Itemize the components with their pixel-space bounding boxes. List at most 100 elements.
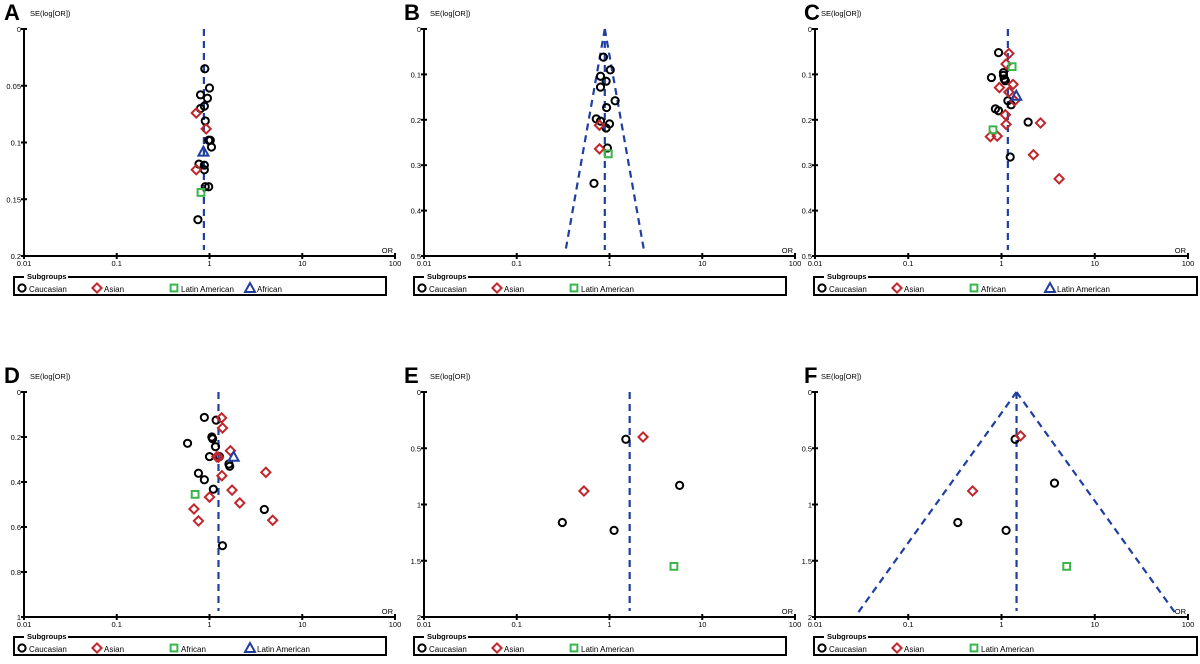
data-point-caucasian [557, 517, 567, 528]
y-tick-label: 0.1 [411, 70, 421, 79]
data-point-asian [1027, 148, 1040, 161]
data-point-caucasian [210, 442, 221, 452]
data-point-caucasian [200, 116, 210, 126]
legend-label: Latin American [257, 645, 310, 654]
y-tick-label: 0.8 [11, 568, 21, 577]
data-point-asian [1053, 172, 1066, 185]
data-point-caucasian [206, 142, 217, 152]
data-point-asian [215, 469, 228, 482]
data-point-caucasian [601, 102, 612, 113]
data-point-asian [1002, 47, 1015, 60]
y-tick-label: 0.2 [802, 116, 812, 125]
x-tick-label: 10 [298, 620, 306, 629]
legend-box [413, 276, 787, 296]
data-point-caucasian [621, 434, 631, 444]
data-point-african [190, 489, 200, 499]
data-point-asian [233, 496, 246, 509]
data-point-asian [1007, 78, 1020, 91]
legend-label: Asian [104, 285, 124, 294]
data-point-caucasian [1000, 76, 1010, 86]
y-tick-label: 0.2 [11, 433, 21, 442]
data-point-asian [212, 451, 225, 464]
asian-legend-icon [890, 281, 904, 295]
data-point-asian [259, 466, 272, 479]
data-point-caucasian [193, 215, 203, 225]
y-axis-label: SE(log[OR]) [30, 9, 71, 18]
funnel-limit-left [856, 391, 1018, 614]
y-tick-label: 0 [17, 388, 21, 397]
data-point-caucasian [204, 83, 215, 93]
x-tick-label: 10 [1091, 259, 1099, 268]
panel-label: A [4, 0, 20, 25]
data-point-asian [190, 163, 203, 176]
legend-title-bg [24, 632, 68, 640]
data-point-latin-american [1009, 88, 1023, 101]
legend: Subgroups Caucasian Asian Latin American [413, 272, 787, 296]
x-axis-label: OR [782, 246, 794, 255]
data-point-caucasian [986, 72, 997, 83]
y-tick-label: 0.15 [6, 195, 21, 204]
x-tick-label: 1 [999, 259, 1003, 268]
x-tick-label: 100 [389, 259, 402, 268]
x-axis-label: OR [1175, 246, 1187, 255]
latin-american-legend-icon [169, 283, 179, 293]
y-tick-label: 0.2 [411, 116, 421, 125]
legend-label: African [257, 285, 282, 294]
legend-label: African [981, 285, 1006, 294]
panel-label: E [404, 363, 419, 388]
data-point-caucasian [609, 525, 619, 535]
y-tick-label: 0 [808, 388, 812, 397]
y-tick-label: 0.5 [411, 444, 421, 453]
data-point-asian [1002, 86, 1015, 99]
legend: Subgroups Caucasian Asian Latin American [413, 632, 787, 656]
data-point-caucasian [675, 480, 685, 490]
legend-box [813, 276, 1198, 296]
caucasian-legend-icon [17, 283, 27, 293]
panel-c: C SE(log[OR]) OR 0.01 0.1 1 10 100 0 0.1 0.2 0.3 0.4… [802, 0, 1198, 296]
data-point-asian [637, 430, 650, 444]
legend-label: Caucasian [429, 285, 467, 294]
data-point-african [988, 125, 998, 135]
caucasian-legend-icon [417, 643, 427, 653]
y-tick-label: 0.2 [11, 252, 21, 261]
x-tick-label: 10 [698, 259, 706, 268]
data-point-caucasian [182, 438, 193, 448]
x-tick-label: 0.01 [417, 259, 432, 268]
asian-legend-icon [90, 281, 104, 295]
x-tick-label: 0.1 [112, 259, 122, 268]
y-tick-label: 2 [417, 613, 421, 622]
data-point-asian [1034, 116, 1047, 129]
y-tick-label: 0.5 [802, 252, 812, 261]
data-point-asian [1000, 118, 1013, 131]
data-point-asian [593, 119, 606, 132]
data-point-caucasian [199, 160, 209, 170]
y-tick-label: 1 [17, 613, 21, 622]
y-tick-label: 1 [808, 501, 812, 510]
legend-box [413, 636, 787, 656]
legend-title: Subgroups [427, 632, 467, 641]
y-tick-label: 0.3 [411, 161, 421, 170]
data-point-caucasian [1005, 152, 1015, 162]
panel-b: B SE(log[OR]) OR 0.01 0.1 1 10 100 0 0.1 0.2 0.3 0.4… [404, 0, 802, 296]
data-point-asian [266, 514, 279, 527]
latin-american-legend-icon [1043, 280, 1057, 293]
funnel-limit-right [603, 28, 646, 253]
data-point-asian [966, 484, 979, 498]
legend-title: Subgroups [827, 272, 867, 281]
asian-legend-icon [890, 641, 904, 655]
data-point-caucasian [595, 82, 606, 92]
legend-box [813, 636, 1198, 656]
y-tick-label: 0.1 [802, 70, 812, 79]
x-tick-label: 0.1 [512, 259, 522, 268]
african-legend-icon [169, 643, 179, 653]
panel-a: A SE(log[OR]) OR 0.01 0.1 1 10 100 0 0.05 0.1 0.15 0… [4, 0, 402, 296]
caucasian-legend-icon [417, 283, 427, 293]
legend-label: Caucasian [429, 645, 467, 654]
x-tick-label: 100 [789, 259, 802, 268]
legend-title: Subgroups [427, 272, 467, 281]
data-point-caucasian [193, 468, 204, 478]
legend-label: Latin American [181, 285, 234, 294]
caucasian-legend-icon [817, 283, 827, 293]
panel-label: B [404, 0, 420, 25]
data-point-caucasian [199, 475, 209, 485]
